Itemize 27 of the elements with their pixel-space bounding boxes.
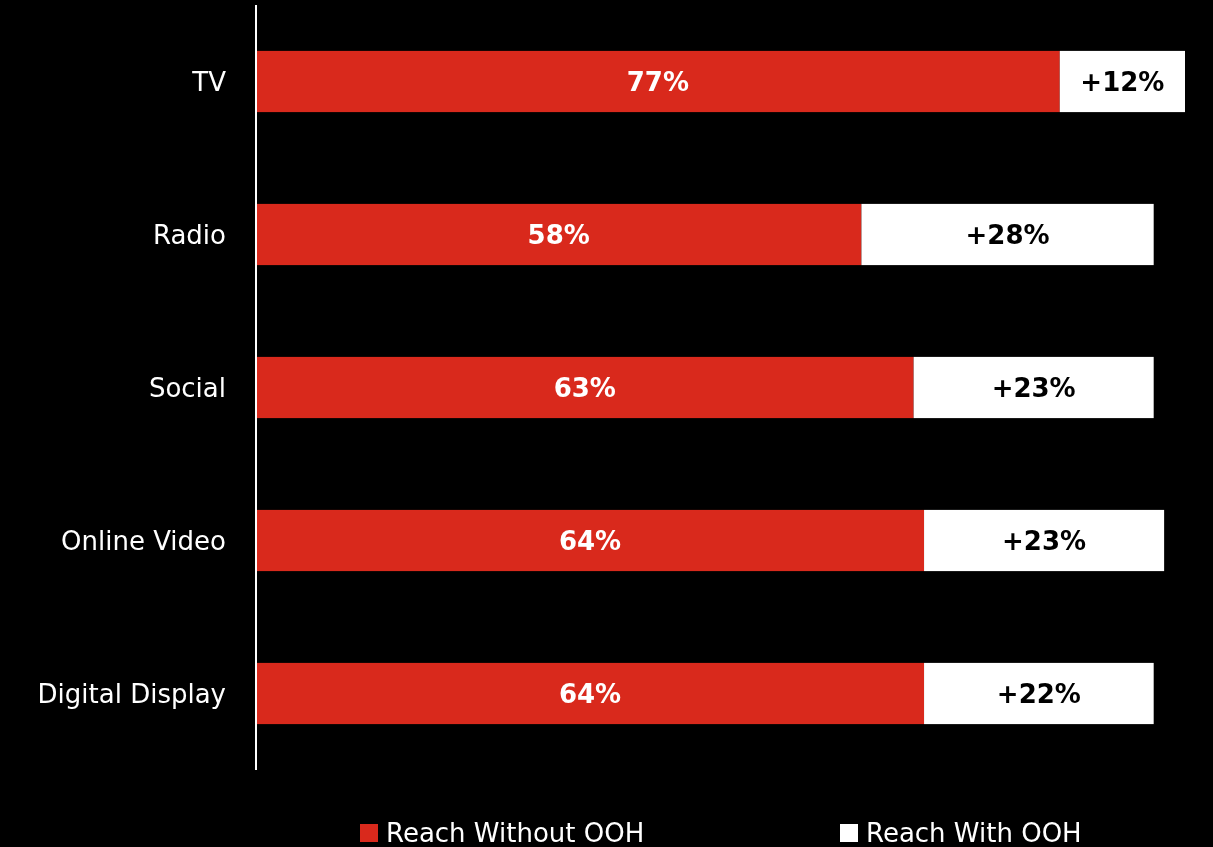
data-label: 58%	[527, 219, 590, 250]
data-label: +23%	[1002, 525, 1087, 556]
y-tick-label: Radio	[152, 219, 226, 250]
bar	[924, 662, 1154, 725]
data-label: +22%	[996, 678, 1081, 709]
data-label: 64%	[558, 678, 622, 709]
bar	[256, 662, 925, 725]
bar	[256, 50, 1060, 113]
bar	[256, 203, 862, 266]
data-label: 64%	[558, 525, 622, 556]
legend-label: Reach With OOH	[866, 818, 1082, 847]
y-tick-label: Digital Display	[37, 678, 226, 709]
bar	[256, 356, 914, 419]
data-label: +23%	[991, 372, 1076, 403]
bar	[913, 356, 1154, 419]
y-tick-label: Online Video	[61, 525, 226, 556]
legend-label: Reach Without OOH	[386, 818, 645, 847]
data-label: +12%	[1080, 66, 1165, 97]
data-label: +28%	[965, 219, 1050, 250]
bar	[924, 509, 1165, 572]
bar	[256, 509, 925, 572]
data-label: 77%	[626, 66, 689, 97]
y-tick-label: TV	[191, 66, 227, 97]
data-label: 63%	[553, 372, 616, 403]
bar	[1059, 50, 1185, 113]
bar	[861, 203, 1154, 266]
y-tick-label: Social	[148, 372, 226, 403]
